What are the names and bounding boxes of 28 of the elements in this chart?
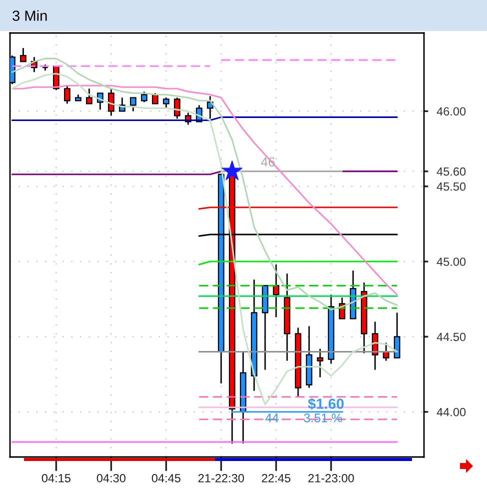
x-tick-label: 04:15 — [42, 474, 70, 482]
annotation: 3.51 % — [304, 414, 342, 422]
y-tick-label: 45.00 — [436, 258, 466, 266]
x-tick-label: 22:45 — [262, 474, 290, 482]
candlestick — [372, 320, 378, 370]
candlestick — [394, 312, 400, 358]
y-tick-label: 46.00 — [436, 107, 466, 116]
y-tick-label: 44.50 — [436, 332, 466, 342]
chart-title: 3 Min — [12, 10, 47, 21]
candlestick — [174, 96, 180, 120]
x-tick-label: 04:45 — [152, 474, 180, 482]
candlestick — [162, 96, 170, 109]
y-tick-label: 44.00 — [436, 408, 466, 416]
candlestick — [108, 88, 114, 116]
x-tick-label: 04:30 — [96, 474, 126, 482]
candlestick — [86, 88, 92, 104]
y-tick-label: 45.50 — [436, 182, 466, 191]
candlestick — [20, 47, 26, 62]
annotation: $1.60 — [308, 398, 344, 410]
x-tick-label: 21-22:30 — [198, 474, 244, 482]
candlestick — [140, 90, 148, 103]
candlestick — [316, 348, 324, 378]
line-series — [11, 84, 398, 296]
candlestick — [272, 264, 280, 318]
x-tick-label: 21-23:00 — [308, 474, 354, 482]
y-tick-label: 45.60 — [436, 167, 466, 176]
candlestick — [64, 84, 70, 104]
candlestick — [130, 96, 136, 112]
